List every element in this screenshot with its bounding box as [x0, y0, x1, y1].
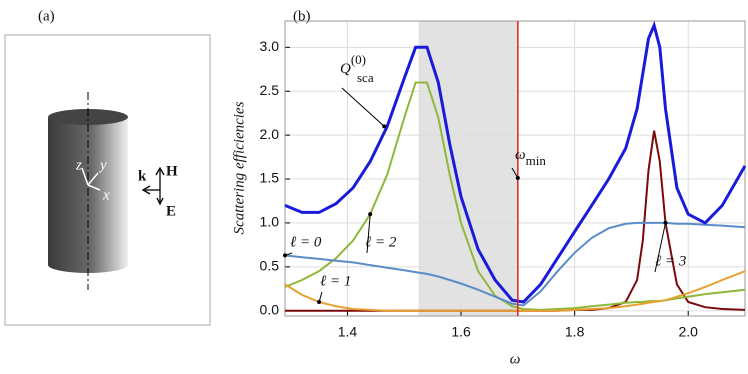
y-tick-label: 1.0 [260, 214, 280, 230]
wave-k: k [138, 168, 147, 184]
plot: 0.0 0.5 1.0 1.5 2.0 2.5 3.0 1.4 1.6 1.8 2.0 ℓ = 0 ℓ … [260, 20, 747, 340]
x-tick-label: 1.4 [338, 324, 358, 340]
y-tick-label: 1.5 [260, 170, 280, 186]
x-tick-label: 2.0 [678, 324, 698, 340]
q-sub: sca [357, 70, 374, 85]
legend-label: ℓ = 2 [365, 234, 397, 250]
legend-label: ℓ = 3 [655, 253, 686, 269]
q-main: Q [340, 61, 351, 77]
leader [366, 214, 371, 254]
axis-z: z [75, 157, 82, 173]
leader [654, 222, 666, 273]
panel-label: (b) [293, 8, 311, 24]
leader-dot [283, 253, 287, 258]
x-axis-label: ω [510, 351, 521, 367]
y-axis-label: Scattering efficiencies [231, 101, 247, 234]
q-annotation: Q(0) sca [340, 52, 374, 85]
local-axes [81, 167, 101, 191]
x-tick-label: 1.6 [451, 324, 471, 340]
x-tick-label: 1.8 [565, 324, 585, 340]
q-sup: (0) [351, 52, 366, 67]
y-tick-label: 2.0 [260, 126, 280, 142]
leader-dot [317, 299, 322, 304]
series-line [284, 270, 746, 312]
legend-label: ℓ = 0 [290, 234, 322, 250]
omega-sub: min [526, 153, 547, 168]
series-line [284, 20, 747, 304]
wave-arrows [141, 166, 165, 206]
legend-label: ℓ = 1 [320, 273, 351, 289]
leader-dot [515, 176, 520, 180]
y-tick-label: 3.0 [260, 38, 280, 54]
axis-x: x [102, 187, 110, 203]
omega-annotation: ωmin [515, 147, 546, 168]
leader-dot [382, 124, 387, 129]
y-tick-label: 0.0 [260, 301, 280, 317]
series-line [284, 221, 746, 307]
y-tick-label: 0.5 [260, 258, 280, 274]
panel-label: (a) [38, 8, 55, 24]
panel-frame [4, 34, 211, 326]
leader-dot [368, 212, 373, 217]
wave-h: H [166, 163, 178, 179]
y-tick-label: 2.5 [260, 82, 280, 98]
cylinder-top [48, 109, 128, 125]
omega-main: ω [515, 147, 526, 163]
wave-e: E [166, 203, 176, 219]
leader-dot [663, 220, 668, 225]
axis-y: y [98, 157, 107, 173]
leader [341, 87, 385, 127]
